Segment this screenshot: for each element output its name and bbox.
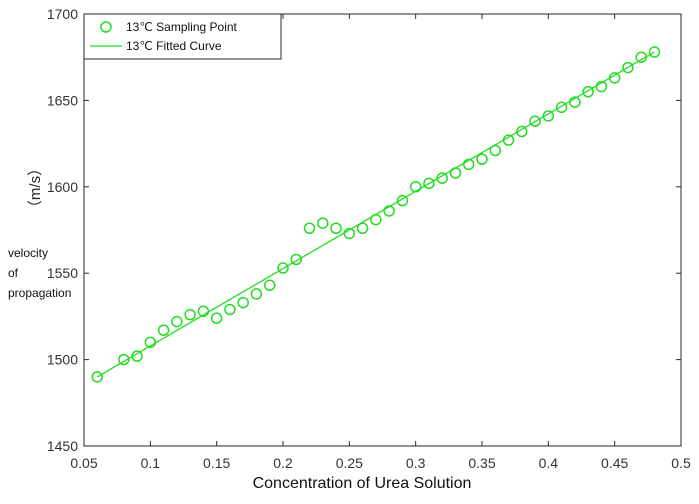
sampling-point	[370, 213, 382, 226]
y-tick-label: 1600	[47, 179, 78, 195]
sampling-point	[409, 181, 422, 193]
sampling-point	[317, 217, 329, 229]
legend-box	[83, 13, 282, 60]
x-tick-label: 0.05	[70, 455, 97, 471]
sampling-point	[569, 96, 581, 108]
sampling-point	[157, 324, 170, 336]
y-axis-label-line: of	[8, 266, 19, 280]
sampling-point	[224, 303, 236, 316]
sampling-point	[197, 305, 210, 317]
x-tick-label: 0.4	[539, 455, 559, 471]
sampling-point	[144, 336, 157, 349]
x-tick-label: 0.5	[671, 455, 691, 471]
sampling-point	[436, 172, 448, 184]
sampling-point	[462, 158, 475, 171]
sampling-point	[516, 125, 528, 138]
sampling-point	[622, 61, 634, 74]
x-tick-label: 0.35	[468, 455, 495, 471]
sampling-point	[250, 288, 263, 300]
sampling-point	[131, 350, 143, 362]
y-axis-unit-label: （m/s）	[27, 161, 44, 215]
x-tick-label: 0.15	[203, 455, 230, 471]
sampling-point	[330, 222, 342, 235]
legend-circle-marker	[100, 21, 112, 33]
y-tick-label: 1550	[47, 265, 78, 281]
sampling-point	[648, 46, 661, 58]
y-axis-label-line: velocity	[8, 246, 49, 260]
sampling-point	[423, 177, 435, 190]
x-tick-label: 0.1	[141, 455, 161, 471]
legend: 13℃ Sampling Point 13℃ Fitted Curve	[83, 13, 282, 60]
y-tick-label: 1650	[47, 92, 78, 108]
sampling-point	[91, 371, 104, 383]
y-tick-label: 1450	[47, 438, 78, 454]
x-tick-label: 0.2	[273, 455, 293, 471]
sampling-point	[171, 315, 183, 328]
x-tick-label: 0.25	[336, 455, 363, 471]
sampling-point	[449, 167, 462, 179]
sampling-point	[489, 144, 502, 157]
x-tick-label: 0.45	[601, 455, 628, 471]
sampling-point	[635, 51, 647, 63]
sampling-point	[529, 115, 541, 127]
sampling-point	[383, 205, 395, 217]
legend-label-sampling-point: 13℃ Sampling Point	[126, 20, 238, 34]
sampling-point	[542, 110, 555, 122]
sampling-point	[237, 296, 249, 309]
sampling-point	[303, 222, 316, 235]
sampling-point	[210, 312, 223, 324]
sampling-point	[595, 80, 608, 93]
y-axis-side-label: velocity of propagation	[8, 243, 92, 303]
sampling-point	[608, 72, 621, 84]
y-tick-label: 1700	[47, 6, 78, 22]
sampling-point	[555, 101, 568, 114]
tick-labels: 0.05 0.1 0.15 0.2 0.25 0.3 0.35 0.4 0.45 0.5 1450 1…	[47, 6, 691, 471]
sampling-point	[396, 194, 409, 207]
sampling-point	[582, 86, 594, 98]
sampling-point	[290, 253, 303, 266]
sampling-point	[343, 227, 356, 240]
y-tick-label: 1500	[47, 352, 78, 368]
plot-area	[83, 13, 682, 447]
sampling-point	[118, 353, 130, 366]
x-axis-label: Concentration of Urea Solution	[253, 475, 472, 492]
sampling-point	[277, 262, 289, 274]
sampling-point	[502, 134, 515, 146]
sampling-point	[263, 279, 276, 292]
legend-label-fitted-curve: 13℃ Fitted Curve	[126, 39, 222, 53]
y-axis-label-line: propagation	[8, 286, 72, 300]
sampling-points-layer	[91, 46, 661, 383]
sampling-point	[184, 308, 196, 321]
sampling-point	[476, 153, 488, 165]
x-tick-label: 0.3	[406, 455, 426, 471]
sampling-point	[356, 222, 369, 235]
